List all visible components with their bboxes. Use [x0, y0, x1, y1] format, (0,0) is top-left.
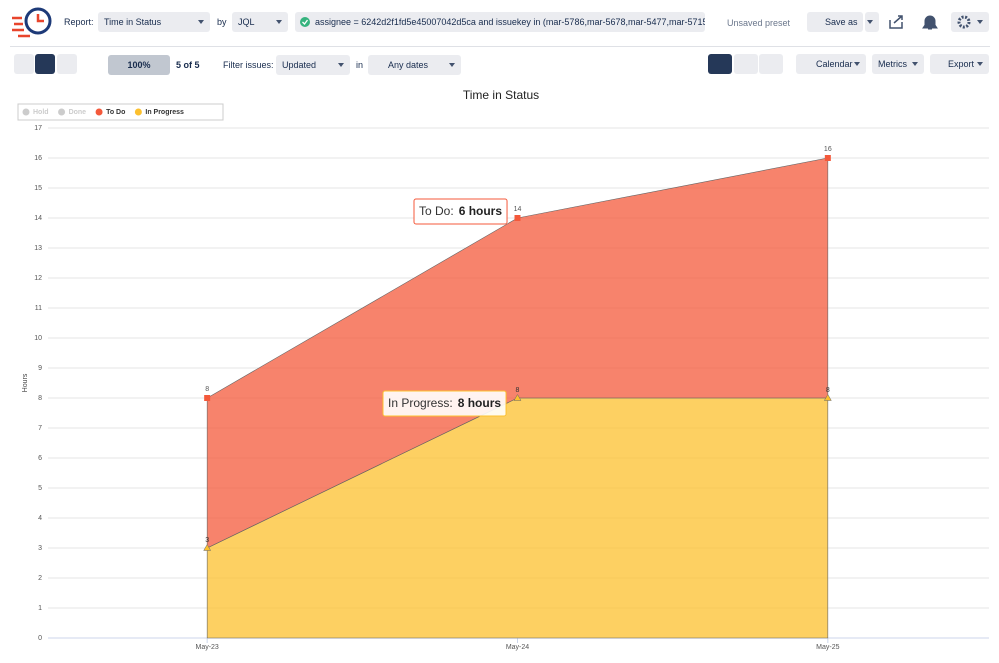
y-tick-label: 10 [34, 335, 42, 342]
report-label: Report: [64, 17, 94, 27]
legend-marker [58, 108, 66, 116]
y-tick-label: 1 [38, 605, 42, 612]
point [203, 544, 212, 551]
tooltip-value: 8 hours [458, 396, 502, 410]
table-view[interactable] [57, 54, 77, 74]
chart-view[interactable] [35, 54, 55, 74]
valid-icon [300, 17, 310, 27]
data-label: 16 [824, 146, 832, 153]
area-chart-button[interactable] [708, 54, 732, 74]
by-select[interactable]: JQL [232, 12, 288, 32]
data-label: 8 [205, 386, 209, 393]
y-tick-label: 5 [38, 485, 42, 492]
progress-bar: 100% [108, 55, 170, 75]
y-tick-label: 13 [34, 245, 42, 252]
grid-view[interactable] [14, 54, 34, 74]
point [514, 215, 521, 221]
metrics-button[interactable]: Metrics [872, 54, 924, 74]
y-tick-label: 12 [34, 275, 42, 282]
in-label: in [356, 60, 364, 70]
preset-label: Unsaved preset [727, 18, 791, 28]
legend-label[interactable]: To Do [106, 109, 125, 116]
data-label: 8 [516, 387, 520, 394]
y-tick-label: 9 [38, 365, 42, 372]
y-tick-label: 15 [34, 185, 42, 192]
x-tick-label: May-23 [195, 644, 218, 651]
tooltip-series: To Do: [419, 204, 454, 218]
calendar-button[interactable]: Calendar [796, 54, 866, 74]
data-label: 8 [826, 387, 830, 394]
divider [10, 46, 990, 47]
data-label: 14 [514, 206, 522, 213]
filter-select[interactable]: Updated [276, 55, 350, 75]
dates-select[interactable]: Any dates [368, 55, 461, 75]
point [513, 394, 522, 401]
tooltip-series: In Progress: [388, 396, 453, 410]
bar-chart-button[interactable] [734, 54, 758, 74]
y-tick-label: 11 [35, 305, 42, 312]
point [824, 155, 831, 161]
settings-button[interactable] [951, 12, 989, 32]
x-tick-label: May-24 [506, 644, 529, 651]
y-tick-label: 2 [38, 575, 42, 582]
report-select[interactable]: Time in Status [98, 12, 210, 32]
by-label: by [217, 17, 227, 27]
point [204, 395, 211, 401]
y-tick-label: 0 [38, 635, 42, 642]
y-tick-label: 3 [38, 545, 42, 552]
data-label: 3 [205, 537, 209, 544]
header-icons [889, 15, 938, 30]
x-tick-label: May-25 [816, 644, 839, 651]
pie-chart-button[interactable] [759, 54, 783, 74]
export-button[interactable]: Export [930, 54, 989, 74]
tooltip-value: 6 hours [459, 204, 503, 218]
chart-title: Time in Status [463, 88, 539, 102]
issue-count: 5 of 5 [176, 60, 200, 70]
legend-label[interactable]: In Progress [145, 109, 184, 116]
chart: Time in Status Hours 0123456789101112131… [17, 88, 989, 651]
legend-label[interactable]: Hold [33, 109, 49, 116]
y-tick-label: 6 [38, 455, 42, 462]
legend-marker [22, 108, 30, 116]
y-axis-label: Hours [22, 373, 29, 392]
y-tick-label: 8 [38, 395, 42, 402]
query-input[interactable]: assignee = 6242d2f1fd5e45007042d5ca and … [295, 12, 705, 32]
point [823, 394, 832, 401]
legend-label[interactable]: Done [69, 109, 87, 116]
legend-box [17, 103, 224, 121]
legend-marker [134, 108, 142, 116]
tooltip [413, 198, 508, 225]
y-tick-label: 7 [38, 425, 42, 432]
y-tick-label: 4 [38, 515, 42, 522]
filter-label: Filter issues: [223, 60, 274, 70]
y-tick-label: 17 [34, 125, 42, 132]
y-tick-label: 14 [34, 215, 42, 222]
save-as-button[interactable]: Save as [807, 12, 863, 32]
y-tick-label: 16 [34, 155, 42, 162]
tooltip [382, 390, 507, 417]
legend-marker [95, 108, 103, 116]
save-menu[interactable] [865, 12, 879, 32]
logo [12, 7, 52, 38]
